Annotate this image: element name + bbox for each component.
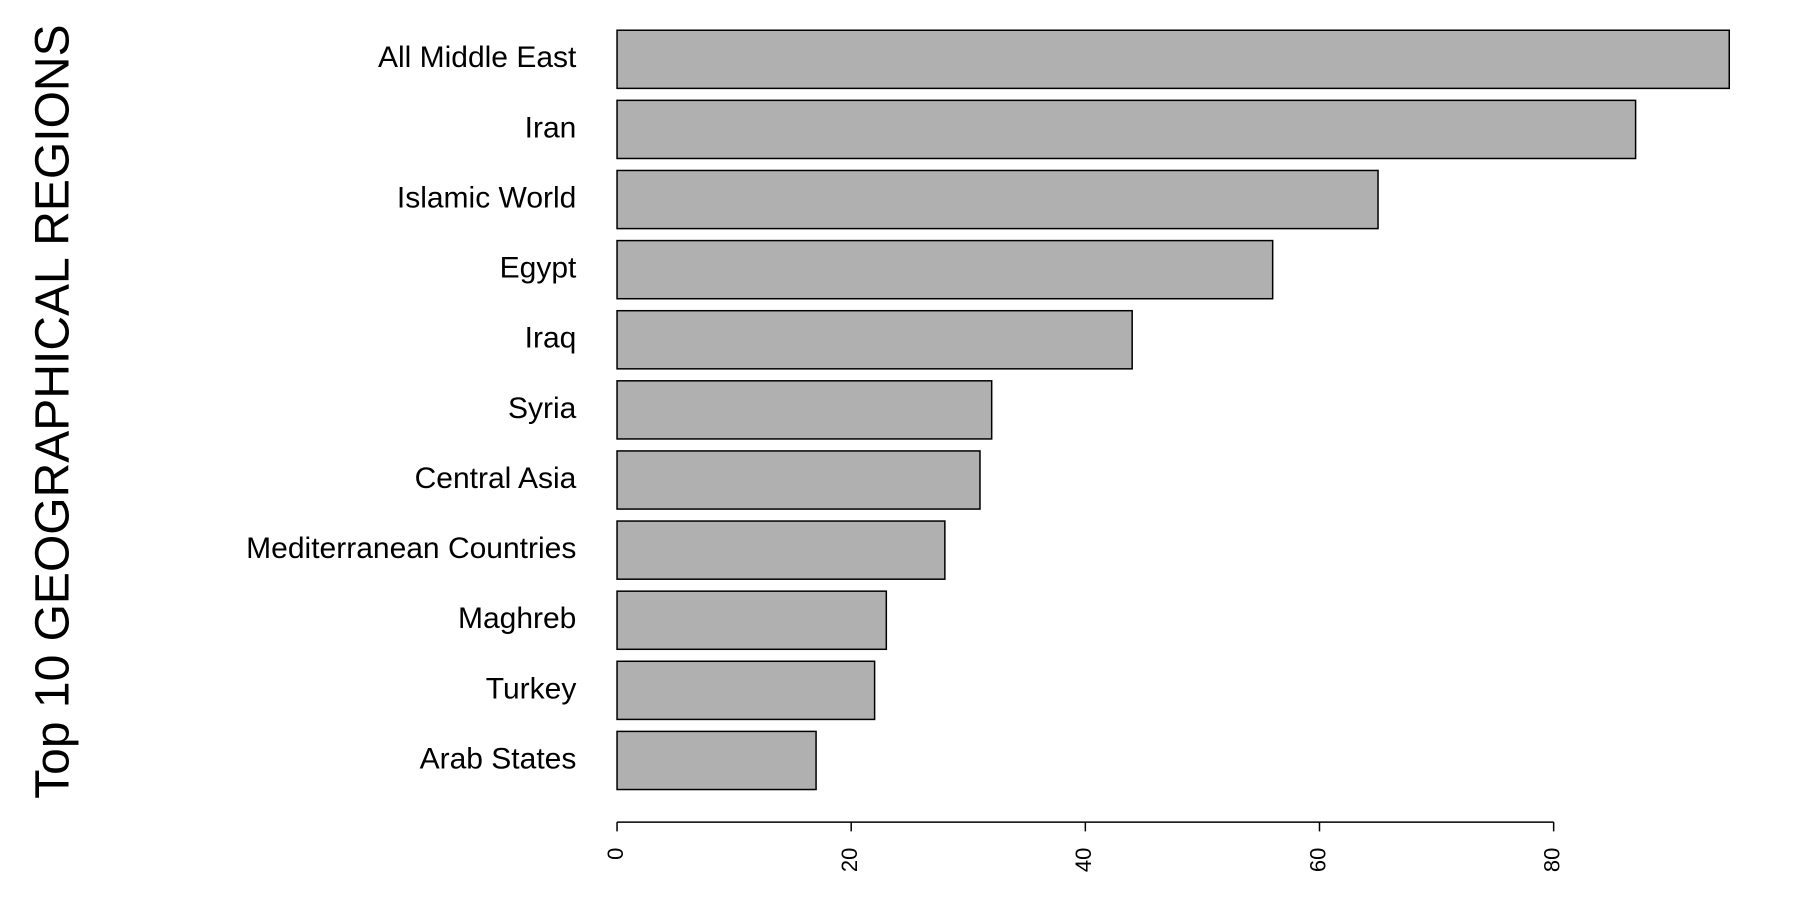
bar [616,520,946,580]
bars [616,29,1731,791]
bar [616,169,1379,230]
x-tick-label: 0 [603,848,628,860]
x-axis: 0 20 40 60 80 [603,821,1564,872]
bar [616,660,876,721]
x-tick-label: 80 [1539,848,1564,872]
category-label: All Middle East [378,41,577,74]
bar [616,29,1731,90]
bar [616,239,1274,300]
bar [616,590,888,651]
bar [616,730,817,791]
category-labels: All Middle East Iran Islamic World Egypt Ira… [246,41,577,775]
category-label: Iran [525,111,577,144]
category-label: Mediterranean Countries [246,532,576,565]
category-label: Egypt [500,252,577,285]
bar [616,380,993,440]
category-label: Turkey [486,672,577,705]
category-label: Arab States [420,742,577,775]
y-axis-title: Top 10 GEOGRAPHICAL REGIONS [26,24,79,798]
bar [616,450,981,510]
category-label: Islamic World [397,181,576,214]
x-tick-label: 20 [837,848,862,872]
x-tick-label: 40 [1071,848,1096,872]
x-tick-label: 60 [1305,848,1330,872]
bar [616,309,1133,370]
category-label: Syria [508,392,577,425]
category-label: Central Asia [415,462,577,495]
bar [616,99,1637,160]
category-label: Maghreb [458,602,576,635]
category-label: Iraq [525,322,577,355]
